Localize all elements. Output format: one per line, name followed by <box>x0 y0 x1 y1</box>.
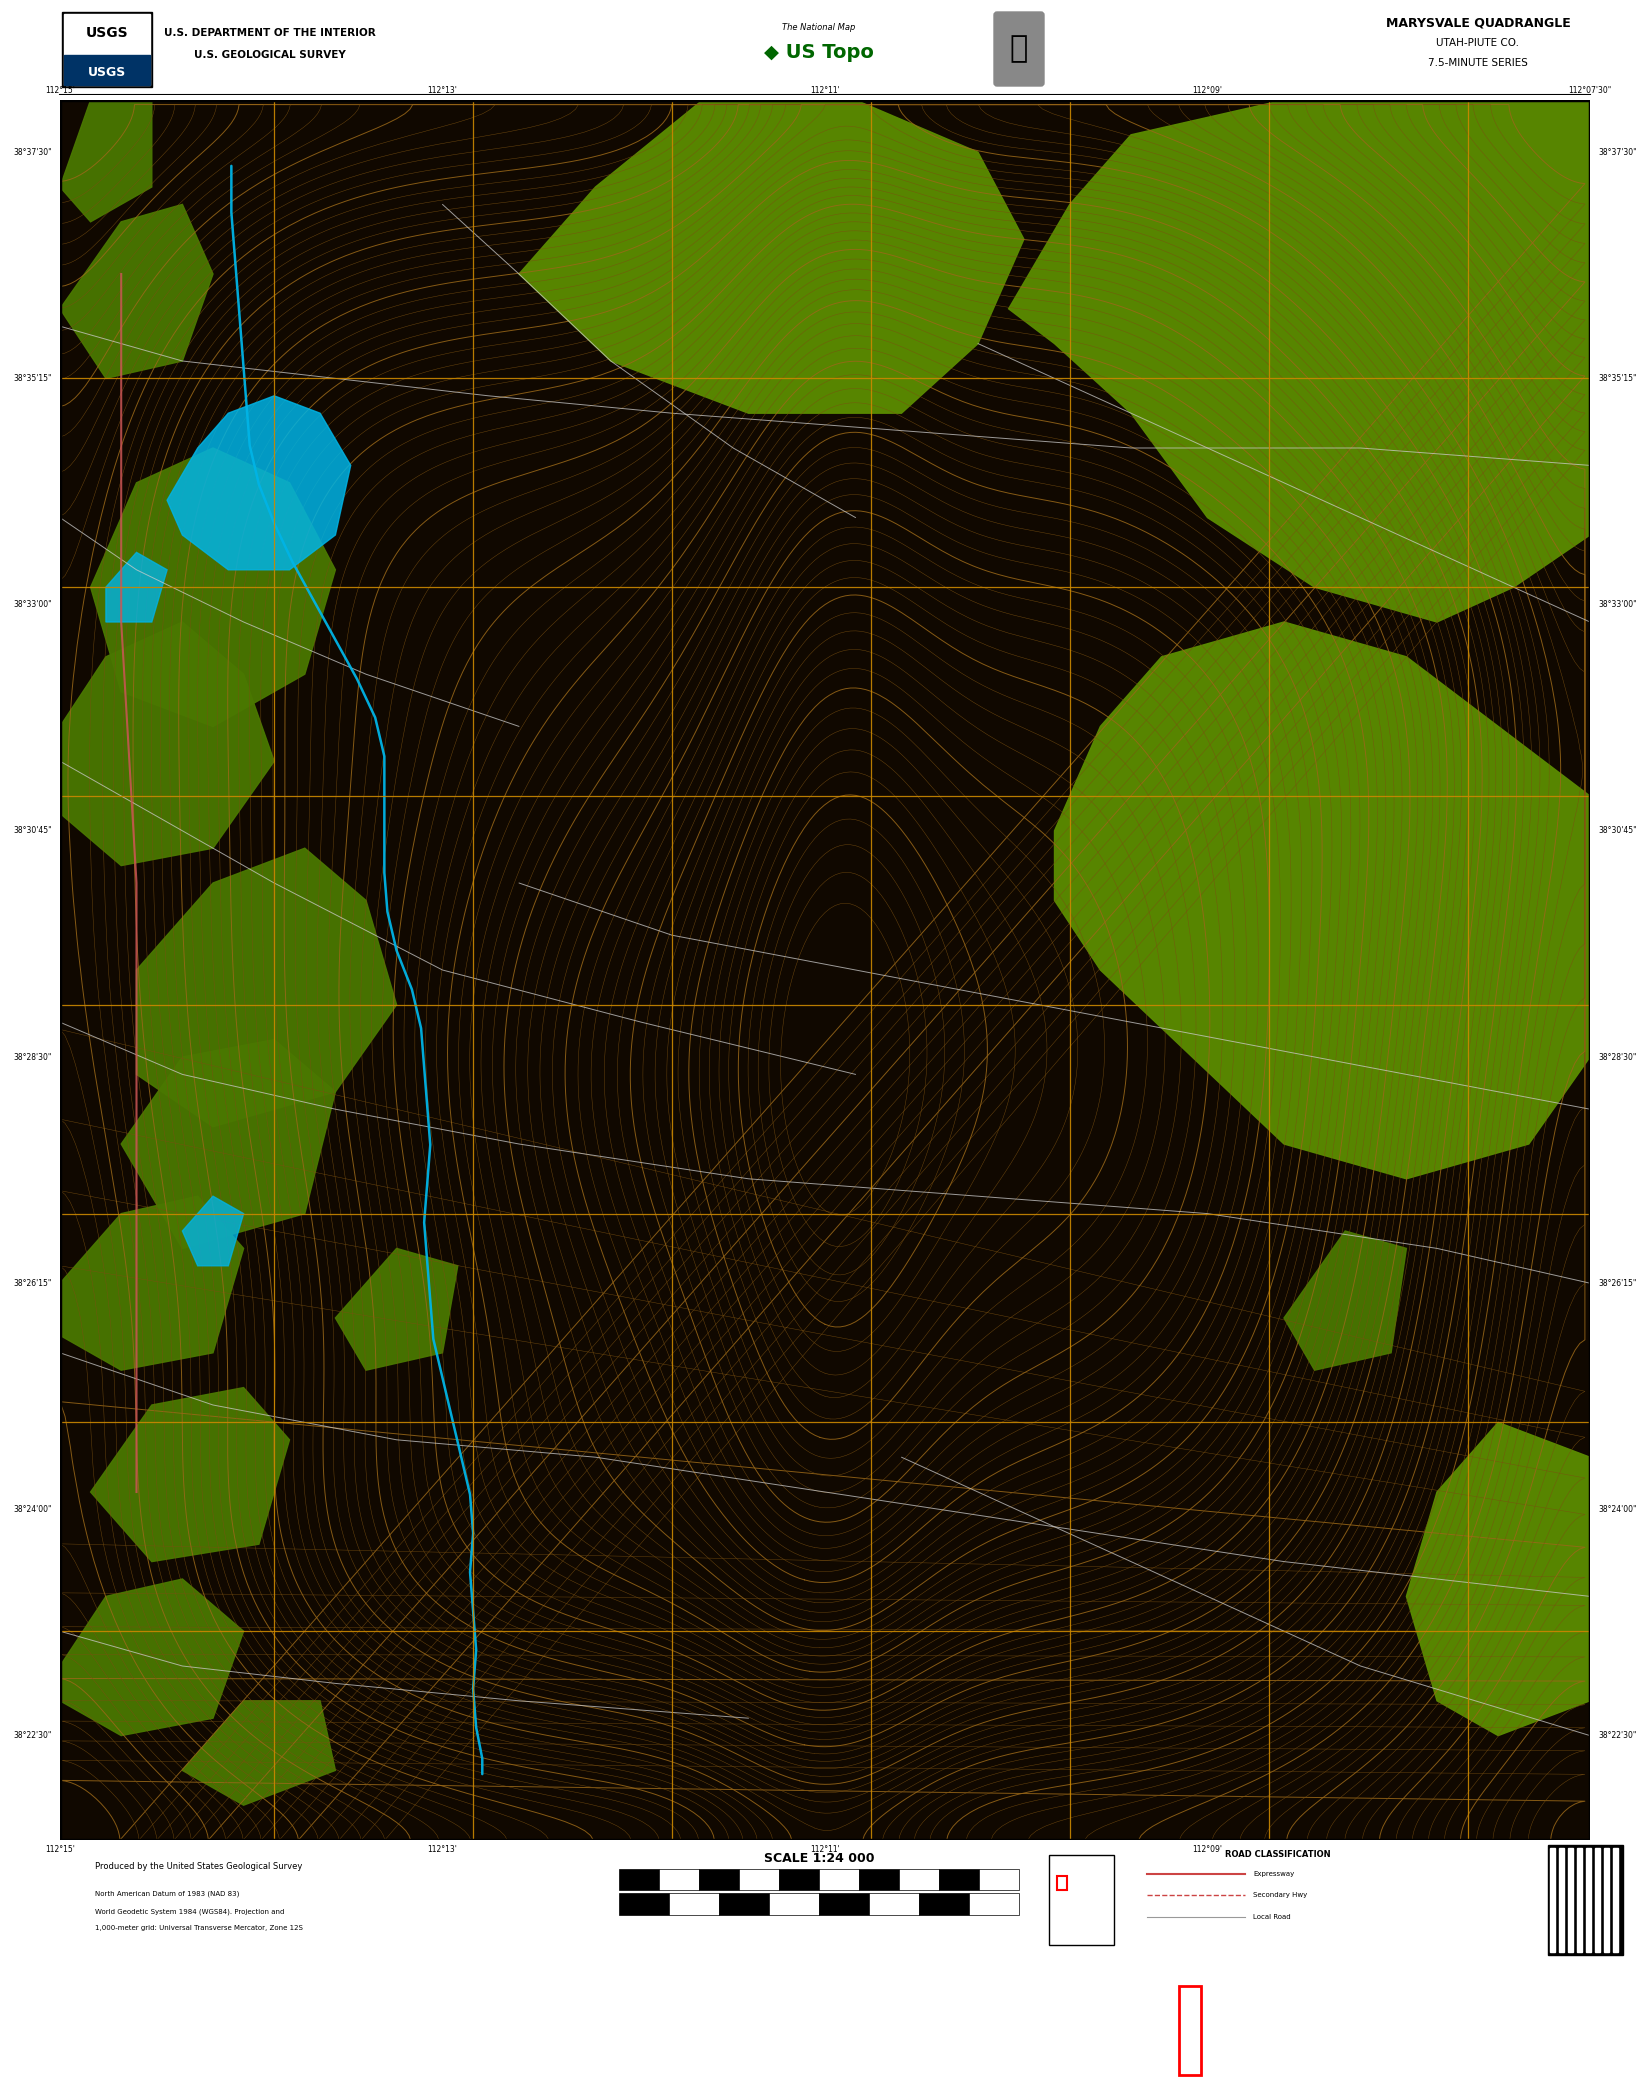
Text: 112°07'30": 112°07'30" <box>1568 1846 1612 1854</box>
Text: USGS: USGS <box>88 67 126 79</box>
Polygon shape <box>336 1249 457 1370</box>
Bar <box>699 1869 739 1890</box>
Text: 38°37'30": 38°37'30" <box>1599 148 1636 157</box>
Text: science for a changing world: science for a changing world <box>72 54 143 58</box>
Bar <box>1604 1848 1609 1952</box>
Text: 38°30'45": 38°30'45" <box>13 827 52 835</box>
Text: Local Road: Local Road <box>1253 1915 1291 1919</box>
Text: 38°26'15": 38°26'15" <box>1599 1278 1636 1288</box>
Bar <box>858 1869 899 1890</box>
Polygon shape <box>90 449 336 727</box>
Text: 38°33'00": 38°33'00" <box>1599 599 1636 610</box>
Bar <box>668 1894 719 1915</box>
Bar <box>970 1894 1019 1915</box>
Text: 38°35'15": 38°35'15" <box>13 374 52 382</box>
Bar <box>939 1869 980 1890</box>
Bar <box>1559 1848 1564 1952</box>
Bar <box>1568 1848 1572 1952</box>
Polygon shape <box>136 848 396 1128</box>
Polygon shape <box>61 622 274 867</box>
Text: ◆ US Topo: ◆ US Topo <box>763 44 875 63</box>
Text: North American Datum of 1983 (NAD 83): North American Datum of 1983 (NAD 83) <box>95 1892 239 1898</box>
Bar <box>739 1869 780 1890</box>
Text: 112°13': 112°13' <box>428 86 457 94</box>
Bar <box>64 54 151 86</box>
Text: 38°30'45": 38°30'45" <box>1599 827 1636 835</box>
Bar <box>658 1869 699 1890</box>
Text: 38°24'00": 38°24'00" <box>1599 1505 1636 1514</box>
Polygon shape <box>519 100 1024 413</box>
Text: 112°11': 112°11' <box>811 1846 840 1854</box>
Text: 112°09': 112°09' <box>1192 1846 1222 1854</box>
Bar <box>1595 1848 1600 1952</box>
Text: 1,000-meter grid: Universal Transverse Mercator, Zone 12S: 1,000-meter grid: Universal Transverse M… <box>95 1925 303 1931</box>
Bar <box>619 1894 668 1915</box>
Bar <box>1057 1875 1066 1890</box>
Text: 112°11': 112°11' <box>811 86 840 94</box>
Polygon shape <box>61 1579 244 1735</box>
Bar <box>719 1894 768 1915</box>
FancyBboxPatch shape <box>994 13 1043 86</box>
Text: 38°22'30": 38°22'30" <box>13 1731 52 1739</box>
Text: ⛨: ⛨ <box>1011 35 1029 63</box>
Text: 38°28'30": 38°28'30" <box>1599 1052 1636 1061</box>
Polygon shape <box>121 1040 336 1249</box>
Text: 112°15': 112°15' <box>46 86 75 94</box>
Bar <box>899 1869 939 1890</box>
Text: USGS: USGS <box>85 25 128 40</box>
Polygon shape <box>61 205 213 378</box>
Polygon shape <box>1407 1422 1590 1735</box>
Bar <box>619 1869 658 1890</box>
Text: 38°35'15": 38°35'15" <box>1599 374 1636 382</box>
Text: Produced by the United States Geological Survey: Produced by the United States Geological… <box>95 1862 303 1871</box>
Bar <box>780 1869 819 1890</box>
Bar <box>980 1869 1019 1890</box>
Text: 38°22'30": 38°22'30" <box>1599 1731 1636 1739</box>
Text: 38°33'00": 38°33'00" <box>13 599 52 610</box>
Text: SCALE 1:24 000: SCALE 1:24 000 <box>763 1852 875 1865</box>
Text: 38°24'00": 38°24'00" <box>13 1505 52 1514</box>
Bar <box>1048 1854 1114 1946</box>
Text: 38°28'30": 38°28'30" <box>13 1052 52 1061</box>
Text: 112°15': 112°15' <box>46 1846 75 1854</box>
Polygon shape <box>182 1702 336 1806</box>
Text: 112°07'30": 112°07'30" <box>1568 86 1612 94</box>
Text: U.S. GEOLOGICAL SURVEY: U.S. GEOLOGICAL SURVEY <box>195 50 346 61</box>
Bar <box>1548 1846 1623 1954</box>
Bar <box>768 1894 819 1915</box>
Text: 38°37'30": 38°37'30" <box>13 148 52 157</box>
Text: ROAD CLASSIFICATION: ROAD CLASSIFICATION <box>1225 1850 1330 1858</box>
Bar <box>1577 1848 1582 1952</box>
Text: 7.5-MINUTE SERIES: 7.5-MINUTE SERIES <box>1428 58 1528 69</box>
Bar <box>62 13 152 88</box>
Bar <box>1179 1986 1201 2075</box>
Text: Expressway: Expressway <box>1253 1871 1294 1877</box>
Text: UTAH-PIUTE CO.: UTAH-PIUTE CO. <box>1437 38 1520 48</box>
Text: Secondary Hwy: Secondary Hwy <box>1253 1892 1307 1898</box>
Text: MARYSVALE QUADRANGLE: MARYSVALE QUADRANGLE <box>1386 17 1571 29</box>
Polygon shape <box>61 100 152 221</box>
Polygon shape <box>61 1196 244 1370</box>
Bar <box>1586 1848 1590 1952</box>
Polygon shape <box>1009 100 1590 622</box>
Polygon shape <box>90 1389 290 1562</box>
Polygon shape <box>106 553 167 622</box>
Text: World Geodetic System 1984 (WGS84). Projection and: World Geodetic System 1984 (WGS84). Proj… <box>95 1908 285 1915</box>
Bar <box>1550 1848 1554 1952</box>
Bar <box>870 1894 919 1915</box>
Bar <box>64 15 151 86</box>
Text: 112°09': 112°09' <box>1192 86 1222 94</box>
Bar <box>1613 1848 1618 1952</box>
Text: 112°13': 112°13' <box>428 1846 457 1854</box>
Polygon shape <box>167 397 351 570</box>
Text: The National Map: The National Map <box>783 23 855 31</box>
Polygon shape <box>1055 622 1590 1180</box>
Bar <box>819 1894 870 1915</box>
Text: U.S. DEPARTMENT OF THE INTERIOR: U.S. DEPARTMENT OF THE INTERIOR <box>164 27 375 38</box>
Polygon shape <box>182 1196 244 1265</box>
Text: 38°26'15": 38°26'15" <box>13 1278 52 1288</box>
Bar <box>919 1894 970 1915</box>
Polygon shape <box>1284 1232 1407 1370</box>
Bar <box>819 1869 858 1890</box>
